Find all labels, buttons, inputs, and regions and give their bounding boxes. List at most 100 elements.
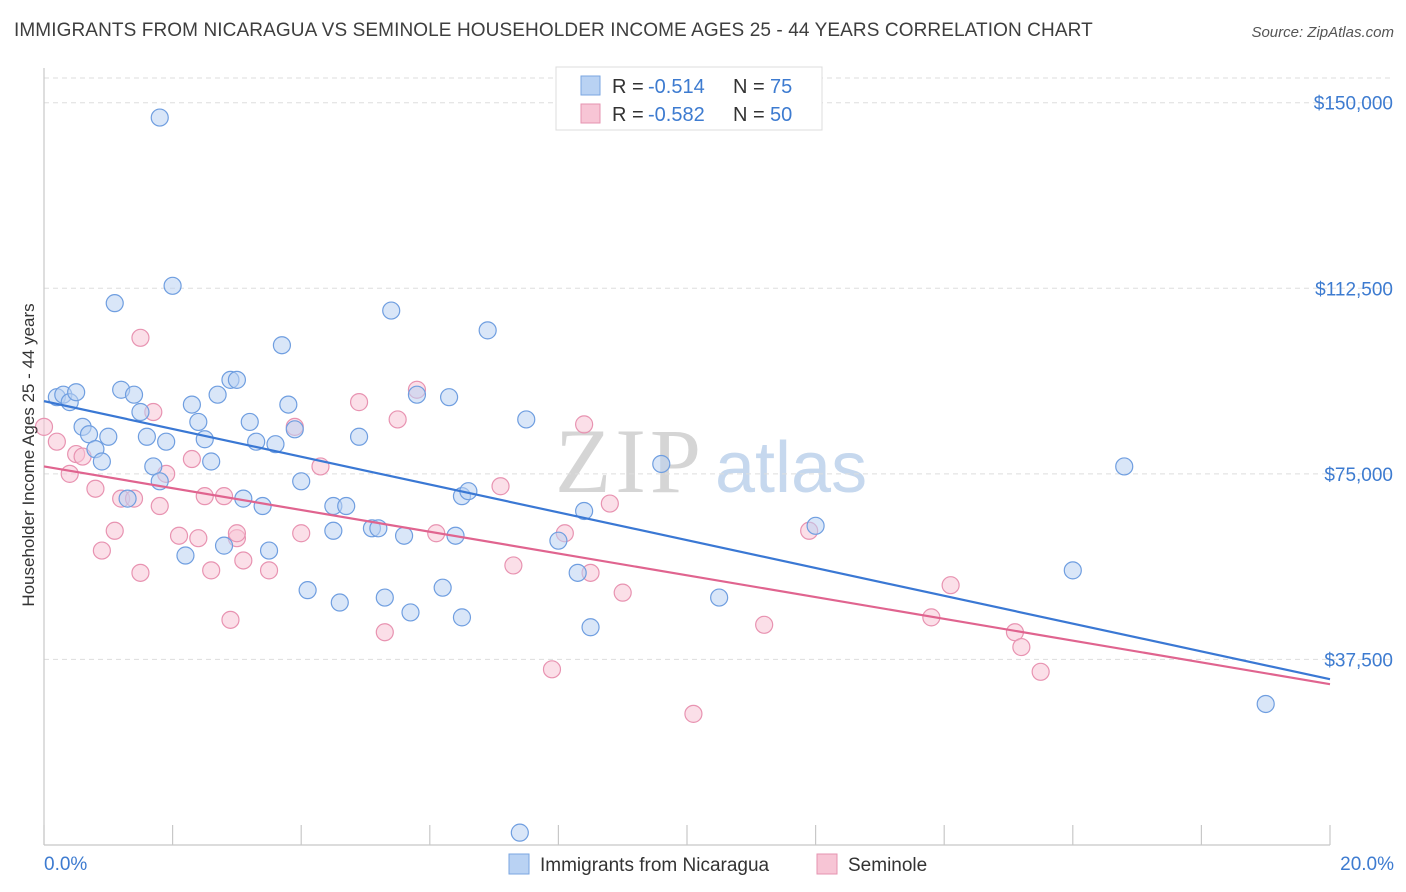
point-nicaragua — [452, 608, 472, 627]
point-seminole — [105, 521, 124, 540]
legend-r-label-1: R = — [612, 76, 644, 98]
point-nicaragua — [433, 578, 452, 597]
point-nicaragua — [182, 395, 201, 414]
point-seminole — [613, 583, 632, 602]
point-seminole — [131, 328, 150, 347]
series-legend-label-nicaragua: Immigrants from Nicaragua — [540, 855, 770, 876]
point-nicaragua — [575, 501, 594, 521]
trend-lines — [43, 400, 1331, 686]
point-nicaragua — [259, 541, 279, 560]
point-seminole — [47, 432, 66, 451]
trend-line-nicaragua — [43, 400, 1331, 681]
point-seminole — [575, 415, 594, 434]
point-seminole — [292, 524, 311, 543]
point-nicaragua — [349, 427, 369, 446]
point-seminole — [1012, 637, 1031, 657]
point-seminole — [202, 561, 221, 580]
point-seminole — [259, 561, 279, 580]
point-nicaragua — [105, 294, 124, 313]
point-nicaragua — [227, 370, 246, 389]
point-nicaragua — [337, 496, 356, 516]
point-nicaragua — [92, 452, 111, 471]
y-axis-label: Householder Income Ages 25 - 44 years — [19, 303, 38, 606]
point-seminole — [504, 556, 523, 575]
point-seminole — [86, 479, 105, 498]
point-seminole — [234, 551, 253, 570]
point-seminole — [221, 610, 240, 629]
legend-r-value-2: -0.582 — [648, 104, 705, 126]
point-seminole — [60, 464, 79, 483]
point-seminole — [195, 487, 214, 506]
x-tick-label-min: 0.0% — [44, 854, 87, 875]
legend-r-value-1: -0.514 — [648, 76, 705, 98]
point-seminole — [182, 449, 201, 469]
point-seminole — [131, 563, 150, 582]
point-nicaragua — [279, 395, 298, 414]
point-nicaragua — [806, 516, 825, 535]
point-seminole — [491, 477, 510, 496]
point-seminole — [150, 496, 169, 516]
point-nicaragua — [99, 427, 118, 446]
series-legend-swatch-nicaragua — [508, 853, 530, 875]
data-points — [34, 108, 1275, 842]
watermark-atlas: atlas — [715, 428, 867, 508]
point-nicaragua — [189, 412, 208, 432]
point-nicaragua — [118, 489, 137, 508]
point-seminole — [34, 417, 54, 436]
legend-r-label-2: R = — [612, 104, 644, 126]
legend-n-value-1: 75 — [770, 76, 792, 98]
legend-n-label-2: N = — [733, 104, 765, 126]
point-nicaragua — [150, 108, 169, 127]
point-seminole — [941, 576, 960, 595]
point-seminole — [349, 393, 369, 412]
correlation-legend: R = -0.514 N = 75 R = -0.582 N = 50 — [555, 66, 823, 131]
point-nicaragua — [137, 427, 156, 446]
y-tick-label: $37,500 — [1324, 650, 1393, 671]
point-seminole — [169, 526, 189, 545]
point-seminole — [388, 410, 407, 429]
point-nicaragua — [176, 546, 195, 565]
source-note: Source: ZipAtlas.com — [1251, 24, 1394, 41]
watermark: ZIP atlas — [555, 410, 867, 512]
point-nicaragua — [214, 536, 234, 555]
point-nicaragua — [330, 593, 349, 612]
legend-swatch-blue — [580, 75, 601, 96]
y-tick-label: $150,000 — [1314, 94, 1393, 115]
point-seminole — [92, 541, 111, 560]
series-legend-swatch-seminole — [816, 853, 838, 875]
point-nicaragua — [1115, 457, 1134, 476]
point-nicaragua — [272, 336, 292, 355]
y-tick-label: $75,000 — [1324, 465, 1393, 486]
point-nicaragua — [292, 472, 311, 491]
point-nicaragua — [1063, 561, 1082, 580]
point-nicaragua — [298, 581, 317, 600]
point-nicaragua — [1256, 694, 1275, 714]
point-nicaragua — [407, 385, 427, 404]
point-seminole — [375, 623, 394, 642]
point-nicaragua — [131, 402, 150, 422]
point-nicaragua — [324, 521, 343, 540]
point-nicaragua — [240, 412, 259, 432]
legend-swatch-pink — [580, 103, 601, 124]
point-seminole — [755, 615, 774, 634]
point-seminole — [189, 529, 208, 548]
x-tick-label-max: 20.0% — [1340, 854, 1394, 875]
point-nicaragua — [382, 301, 401, 320]
point-nicaragua — [478, 321, 497, 340]
point-nicaragua — [568, 563, 587, 582]
point-nicaragua — [517, 410, 536, 429]
series-legend: Immigrants from Nicaragua Seminole — [508, 853, 927, 876]
point-nicaragua — [253, 496, 272, 516]
point-nicaragua — [266, 435, 285, 454]
point-nicaragua — [157, 432, 176, 451]
trend-line-seminole — [43, 465, 1331, 686]
point-nicaragua — [581, 618, 600, 637]
point-nicaragua — [124, 385, 144, 404]
legend-n-value-2: 50 — [770, 104, 792, 126]
legend-n-label-1: N = — [733, 76, 765, 98]
chart-title: IMMIGRANTS FROM NICARAGUA VS SEMINOLE HO… — [14, 20, 1093, 41]
point-nicaragua — [375, 588, 394, 607]
y-tick-label: $112,500 — [1315, 279, 1393, 300]
point-nicaragua — [652, 454, 671, 474]
